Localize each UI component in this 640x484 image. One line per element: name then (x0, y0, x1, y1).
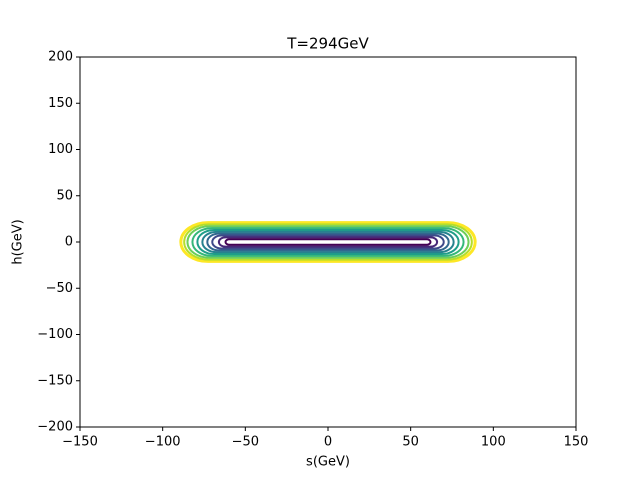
x-axis-label: s(GeV) (306, 455, 350, 470)
y-tick-label: −50 (46, 281, 73, 296)
y-tick-label: 150 (48, 96, 73, 111)
contour-line (179, 221, 477, 263)
y-tick-label: 100 (48, 142, 73, 157)
contour-line (201, 230, 455, 254)
chart-title: T=294GeV (286, 35, 369, 53)
contour-line (183, 223, 473, 261)
y-tick-label: −200 (37, 420, 73, 435)
contour-line (186, 225, 470, 259)
x-tick-label: 50 (402, 435, 419, 450)
x-tick-label: −150 (62, 435, 98, 450)
contour-line (211, 234, 445, 250)
x-tick-label: −50 (232, 435, 259, 450)
x-tick-label: 100 (481, 435, 506, 450)
x-tick-label: 0 (324, 435, 332, 450)
y-axis-label: h(GeV) (11, 219, 26, 264)
x-tick-label: 150 (564, 435, 589, 450)
plot-frame (79, 56, 577, 428)
x-tick-label: −100 (145, 435, 181, 450)
y-tick-label: −100 (37, 327, 73, 342)
contour-line (196, 228, 460, 256)
contour-line (224, 238, 432, 246)
contour-line (217, 236, 439, 248)
contour-line (191, 227, 465, 257)
y-tick-label: 0 (65, 235, 73, 250)
y-tick-label: −150 (37, 373, 73, 388)
y-tick-label: 200 (48, 50, 73, 65)
contour-line (206, 232, 450, 252)
y-tick-label: 50 (56, 188, 73, 203)
